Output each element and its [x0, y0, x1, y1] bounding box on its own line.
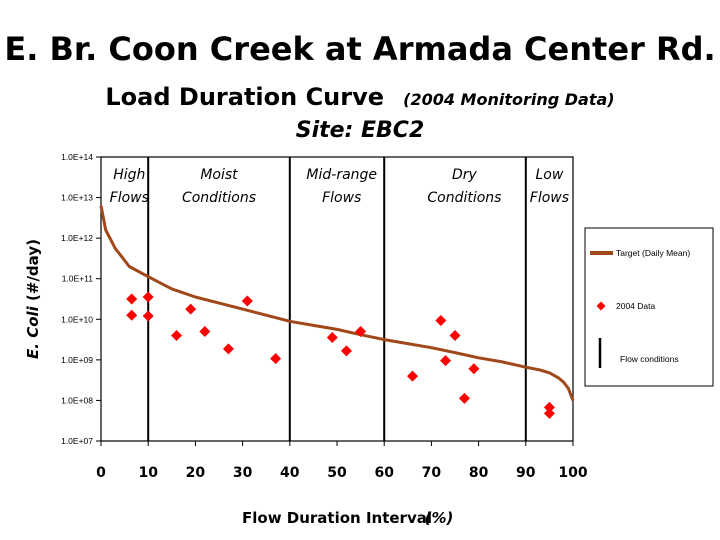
x-tick-label: 90 [516, 465, 536, 481]
zone-label: Flows [322, 190, 361, 206]
data-point [241, 295, 253, 307]
x-tick-label: 60 [374, 465, 394, 481]
y-tick-label: 1.0E+07 [61, 436, 93, 446]
data-point [185, 303, 197, 315]
data-point [326, 332, 338, 344]
zone-label: Conditions [182, 190, 256, 206]
data-point [468, 363, 480, 375]
data-point [449, 330, 461, 342]
x-tick-label: 70 [422, 465, 442, 481]
x-tick-label: 20 [186, 465, 206, 481]
x-tick-label: 30 [233, 465, 253, 481]
zone-label: High [113, 167, 145, 183]
zone-label: Flows [110, 190, 149, 206]
y-axis-title-unit: (#/day) [24, 239, 42, 301]
legend-label: Target (Daily Mean) [616, 248, 690, 258]
legend-label: Flow conditions [620, 354, 679, 364]
slide-title: E. Br. Coon Creek at Armada Center Rd. [4, 30, 716, 68]
x-tick-label: 0 [96, 465, 106, 481]
y-tick-label: 1.0E+12 [61, 233, 93, 243]
x-tick-label: 50 [327, 465, 347, 481]
x-axis-unit: (%) [425, 509, 454, 527]
x-tick-label: 100 [558, 465, 587, 481]
data-point [543, 401, 555, 413]
data-point [458, 392, 470, 404]
zone-label: Dry [452, 167, 478, 183]
data-point [440, 355, 452, 367]
y-tick-label: 1.0E+09 [61, 355, 93, 365]
site-label: Site: EBC2 [295, 118, 425, 143]
x-tick-label: 80 [469, 465, 489, 481]
data-point [126, 293, 138, 305]
data-point [407, 370, 419, 382]
x-axis-title: Flow Duration Interval [242, 509, 432, 527]
y-tick-label: 1.0E+14 [61, 152, 93, 162]
subtitle-note: (2004 Monitoring Data) [403, 90, 615, 109]
zone-label: Moist [200, 167, 238, 183]
y-tick-label: 1.0E+10 [61, 314, 93, 324]
data-point [171, 330, 183, 342]
subtitle: Load Duration Curve (2004 Monitoring Dat… [0, 83, 720, 111]
data-point [355, 325, 367, 337]
data-point [340, 345, 352, 357]
data-point [270, 353, 282, 365]
y-axis-title: E. Coli (#/day) [24, 239, 42, 359]
data-point [142, 291, 154, 303]
y-axis-title-italic: E. Coli [24, 301, 42, 359]
target-curve [99, 205, 575, 401]
zone-label: Conditions [427, 190, 501, 206]
x-tick-label: 10 [138, 465, 158, 481]
data-point [126, 309, 138, 321]
data-point [435, 315, 447, 327]
data-point [199, 325, 211, 337]
y-tick-label: 1.0E+08 [61, 395, 93, 405]
data-point [142, 310, 154, 322]
zone-label: Flows [530, 190, 569, 206]
x-tick-label: 40 [280, 465, 300, 481]
zone-label: Low [535, 167, 563, 183]
data-point [543, 407, 555, 419]
legend-diamond-swatch [596, 301, 606, 311]
subtitle-main: Load Duration Curve [105, 83, 385, 111]
y-tick-label: 1.0E+11 [62, 274, 94, 284]
zone-label: Mid-range [306, 167, 377, 183]
legend-label: 2004 Data [616, 301, 655, 311]
data-point [222, 343, 234, 355]
y-tick-label: 1.0E+13 [61, 193, 93, 203]
